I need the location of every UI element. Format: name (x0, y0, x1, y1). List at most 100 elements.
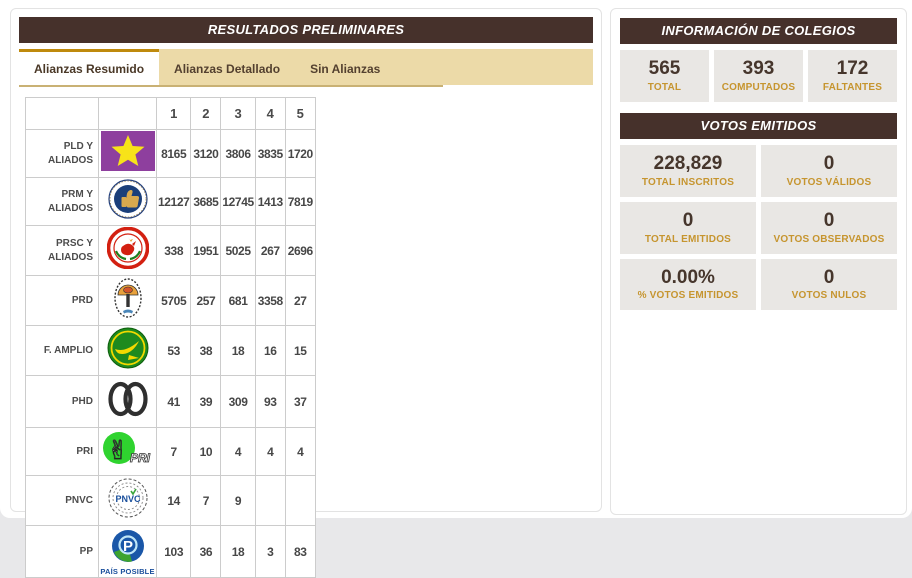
tabbar-underline (19, 85, 443, 87)
resultados-title: RESULTADOS PRELIMINARES (207, 22, 405, 37)
stat-value: 172 (836, 58, 869, 79)
stat-box-total-inscritos: 228,829 TOTAL INSCRITOS (620, 144, 756, 197)
stat-label: FALTANTES (822, 81, 883, 93)
frente-amplio-logo (107, 327, 149, 373)
prd-emblem-logo (113, 278, 143, 323)
pais-posible-logo: P (110, 529, 146, 568)
table-row: PRSC Y ALIADOS 338 1951 5025 267 2696 (25, 225, 316, 276)
vote-count-cell: 41 (155, 375, 192, 428)
stat-label: TOTAL EMITIDOS (644, 233, 732, 245)
party-name: PRI (25, 427, 99, 476)
prsc-rooster-logo (106, 226, 149, 273)
party-name: PRSC Y ALIADOS (25, 225, 99, 276)
phd-rings-logo (106, 381, 150, 425)
stat-box-faltantes: 172 FALTANTES (808, 50, 897, 102)
vote-count-cell: 16 (254, 325, 286, 376)
party-name: F. AMPLIO (25, 325, 99, 376)
votos-header: VOTOS EMITIDOS (620, 112, 897, 139)
stat-value: 0.00% (661, 266, 715, 288)
stat-label: % VOTOS EMITIDOS (637, 290, 739, 302)
vote-count-cell: 5705 (155, 275, 192, 326)
tab-alianzas-resumido[interactable]: Alianzas Resumido (19, 49, 160, 85)
stat-label: TOTAL (647, 81, 682, 93)
tab-alianzas-detallado[interactable]: Alianzas Detallado (174, 61, 281, 76)
results-table-body: PLD Y ALIADOS 8165 3120 3806 3835 1720 PRM Y A… (25, 129, 316, 578)
party-name: PNVC (25, 475, 99, 526)
stat-box-votos-válidos: 0 VOTOS VÁLIDOS (761, 144, 897, 197)
vote-count-cell: 18 (220, 525, 256, 578)
vote-count-cell: 3358 (254, 275, 286, 326)
pnvc-seal-logo: PNVC (107, 478, 149, 523)
svg-text:✌: ✌ (107, 436, 129, 466)
stat-box-total-emitidos: 0 TOTAL EMITIDOS (620, 201, 756, 254)
colegios-header: INFORMACIÓN DE COLEGIOS (620, 18, 897, 44)
resultados-header: RESULTADOS PRELIMINARES (19, 17, 593, 43)
informacion-panel: INFORMACIÓN DE COLEGIOS 565 TOTAL 393 COMPU… (610, 8, 907, 515)
vote-count-cell: 15 (284, 325, 316, 376)
vote-count-cell (284, 475, 316, 526)
vote-count-cell: 267 (254, 225, 286, 276)
party-name: PP (25, 525, 99, 578)
vote-count-cell: 12127 (155, 177, 192, 226)
vote-count-cell: 4 (284, 427, 316, 476)
stat-value: 228,829 (653, 152, 723, 174)
vote-count-cell: 37 (284, 375, 316, 428)
vote-count-cell: 4 (254, 427, 286, 476)
party-name: PRM Y ALIADOS (25, 177, 99, 226)
blank-header-cell (98, 97, 157, 130)
stat-label: TOTAL INSCRITOS (641, 176, 735, 188)
colegios-title: INFORMACIÓN DE COLEGIOS (661, 23, 856, 38)
vote-count-cell: 93 (254, 375, 286, 428)
tab-sin-alianzas[interactable]: Sin Alianzas (310, 61, 381, 76)
vote-count-cell: 7819 (284, 177, 316, 226)
vote-count-cell: 103 (155, 525, 192, 578)
svg-text:PNVC: PNVC (115, 494, 141, 504)
vote-count-cell: 7 (190, 475, 222, 526)
stat-label: VOTOS OBSERVADOS (773, 233, 885, 245)
column-header-1: 1 (155, 97, 192, 130)
svg-text:PRI: PRI (130, 451, 151, 465)
vote-count-cell: 3 (254, 525, 286, 578)
stat-label: COMPUTADOS (721, 81, 796, 93)
vote-count-cell: 257 (190, 275, 222, 326)
vote-count-cell: 5025 (220, 225, 256, 276)
stat-box-votos-observados: 0 VOTOS OBSERVADOS (761, 201, 897, 254)
stat-value: 565 (648, 58, 681, 79)
vote-count-cell (254, 475, 286, 526)
vote-count-cell: 3806 (220, 129, 256, 178)
table-row: PHD 41 39 309 93 37 (25, 375, 316, 428)
vote-count-cell: 27 (284, 275, 316, 326)
stat-box-total: 565 TOTAL (620, 50, 709, 102)
party-name: PLD Y ALIADOS (25, 129, 99, 178)
vote-count-cell: 7 (155, 427, 192, 476)
party-name: PHD (25, 375, 99, 428)
vote-count-cell: 53 (155, 325, 192, 376)
party-logo-caption: PAÍS POSIBLE (100, 566, 155, 576)
vote-count-cell: 309 (220, 375, 256, 428)
pld-star-logo (100, 131, 155, 175)
vote-count-cell: 3120 (190, 129, 222, 178)
table-row: PP P PAÍS POSIBLE 103 36 18 3 83 (25, 525, 316, 578)
vote-count-cell: 18 (220, 325, 256, 376)
vote-count-cell: 3835 (254, 129, 286, 178)
table-row: PLD Y ALIADOS 8165 3120 3806 3835 1720 (25, 129, 316, 178)
vote-count-cell: 1413 (254, 177, 286, 226)
stat-value: 0 (823, 209, 835, 231)
column-header-3: 3 (220, 97, 256, 130)
stat-label: VOTOS NULOS (791, 290, 867, 302)
column-header-5: 5 (284, 97, 316, 130)
table-row: PRD 5705 257 681 3358 27 (25, 275, 316, 326)
stat-box-votos-nulos: 0 VOTOS NULOS (761, 258, 897, 311)
vote-count-cell: 14 (155, 475, 192, 526)
vote-count-cell: 1951 (190, 225, 222, 276)
vote-count-cell: 338 (155, 225, 192, 276)
table-row: PRI ✌ PRI 7 10 4 4 4 (25, 427, 316, 476)
vote-count-cell: 1720 (284, 129, 316, 178)
votos-title: VOTOS EMITIDOS (700, 117, 817, 133)
svg-text:P: P (122, 538, 132, 555)
column-header-2: 2 (190, 97, 222, 130)
stat-value: 0 (823, 266, 835, 288)
